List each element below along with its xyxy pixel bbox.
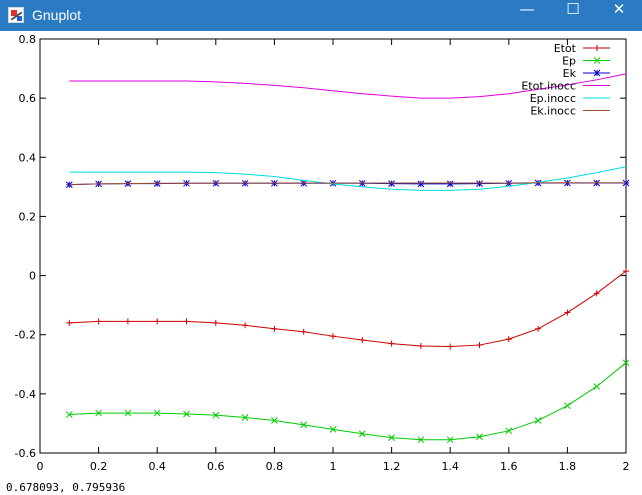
data-point [388,180,395,187]
legend-label-ek: Ek [563,67,577,80]
close-button[interactable]: ✕ [596,0,642,31]
data-point [476,180,483,187]
data-point [446,436,454,444]
data-point [271,325,278,332]
data-point [593,290,600,297]
plot-area[interactable]: 0 0.2 0.4 0.6 0.8 1 1.2 1.4 1.6 1.8 2 -0.6 -0.4 -0.2 0… [0,31,642,479]
gnuplot-app-icon[interactable] [8,7,24,23]
data-point [65,411,73,418]
data-point [594,45,600,51]
data-point [534,417,542,424]
series-line-etot [69,270,627,348]
legend-label-ep: Ep [562,55,576,68]
data-point [417,180,425,188]
y-tick-label: 0.8 [19,33,37,46]
data-point [183,410,190,418]
data-point [300,328,307,335]
data-point [593,57,601,64]
y-tick-label: 0.4 [19,151,37,164]
data-point [446,180,454,188]
minimize-button[interactable]: — [504,0,550,31]
data-point [212,411,220,419]
data-point [212,319,219,326]
x-tick-label: 0.6 [207,460,225,473]
data-point [476,342,483,349]
data-point [124,318,131,325]
series-line-ep-inocc [69,166,627,191]
title-bar[interactable]: Gnuplot — ☐ ✕ [0,0,642,31]
legend-label-ep-inocc: Ep.inocc [530,92,576,105]
window-title: Gnuplot [32,7,82,23]
data-point [505,336,512,343]
mouse-coordinate-readout: 0.678093, 0.795936 [6,481,126,494]
legend-label-etot: Etot [554,42,577,55]
data-point [183,318,190,325]
legend-label-etot-inocc: Etot.inocc [521,80,576,93]
y-tick-label: 0.2 [19,210,37,223]
data-point [95,318,102,325]
data-point [476,433,483,441]
data-point [329,425,337,433]
data-point [330,333,336,340]
data-point [417,436,425,444]
data-point [242,322,249,329]
data-point [124,409,132,417]
data-point [153,409,161,417]
data-point [593,69,601,77]
maximize-icon: ☐ [566,0,580,18]
close-icon: ✕ [612,0,626,18]
data-point [623,268,629,275]
series-line-ep [69,362,627,441]
data-point [622,359,630,367]
data-point [417,342,424,349]
y-tick-label: -0.4 [15,388,36,401]
data-point [535,325,542,332]
data-point [593,383,601,390]
data-point [388,340,395,347]
data-point [154,318,161,325]
x-tick-label: 1.2 [383,460,401,473]
x-tick-label: 2 [623,460,630,473]
data-point [241,414,249,421]
data-point [95,409,102,417]
y-tick-label: 0.6 [19,92,37,105]
data-point [564,309,571,316]
data-point [300,421,308,429]
x-tick-label: 1.6 [500,460,518,473]
data-point [359,337,366,344]
data-point [505,427,513,435]
data-point [447,343,454,350]
minimize-icon: — [519,0,535,18]
y-tick-label: -0.6 [15,447,36,460]
x-tick-label: 0.8 [266,460,284,473]
y-tick-label: -0.2 [15,329,36,342]
data-point [388,434,395,441]
x-tick-label: 1 [330,460,337,473]
data-point [66,319,73,326]
x-tick-label: 0.4 [148,460,166,473]
x-tick-label: 1.4 [441,460,459,473]
x-tick-label: 1.8 [559,460,577,473]
data-point [564,402,571,410]
data-point [271,417,278,424]
data-point [358,430,366,438]
x-tick-label: 0 [37,460,44,473]
series-line-etot-inocc [69,73,627,99]
y-tick-label: 0 [29,270,36,283]
series-line-ek-inocc [69,182,626,185]
legend-label-ek-inocc: Ek.inocc [530,105,576,118]
x-tick-label: 0.2 [90,460,108,473]
maximize-button[interactable]: ☐ [550,0,596,31]
